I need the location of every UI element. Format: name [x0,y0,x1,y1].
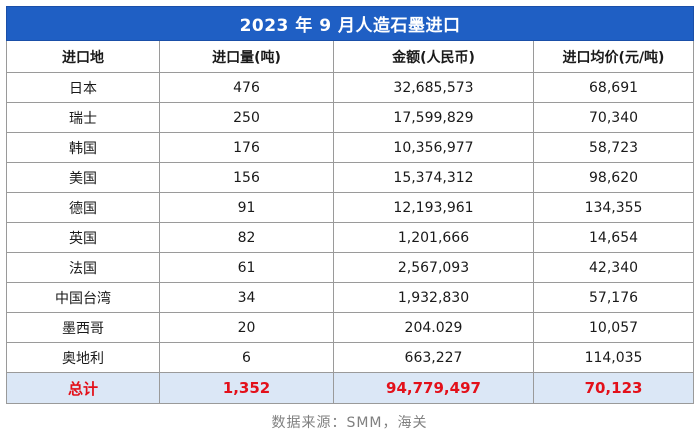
table-row: 韩国 176 10,356,977 58,723 [6,132,695,163]
cell-amount: 663,227 [333,342,534,373]
total-row: 总计 1,352 94,779,497 70,123 [6,372,695,404]
cell-volume: 91 [159,192,334,223]
cell-amount: 17,599,829 [333,102,534,133]
cell-volume: 250 [159,102,334,133]
cell-amount: 12,193,961 [333,192,534,223]
table-row: 墨西哥 20 204.029 10,057 [6,312,695,343]
cell-amount: 10,356,977 [333,132,534,163]
import-table-container: 2023 年 9 月人造石墨进口 进口地 进口量(吨) 金额(人民币) 进口均价… [5,6,695,404]
header-volume: 进口量(吨) [159,40,334,73]
cell-volume: 82 [159,222,334,253]
cell-amount: 1,201,666 [333,222,534,253]
header-amount: 金额(人民币) [333,40,534,73]
cell-avg-price: 98,620 [532,162,695,193]
table-row: 美国 156 15,374,312 98,620 [6,162,695,193]
cell-avg-price: 14,654 [532,222,695,253]
table-row: 日本 476 32,685,573 68,691 [6,72,695,103]
cell-origin: 墨西哥 [6,312,160,343]
cell-origin: 日本 [6,72,160,103]
cell-avg-price: 68,691 [532,72,695,103]
cell-origin: 瑞士 [6,102,160,133]
cell-avg-price: 57,176 [532,282,695,313]
table-row: 奥地利 6 663,227 114,035 [6,342,695,373]
total-avg-price: 70,123 [532,372,695,404]
header-row: 进口地 进口量(吨) 金额(人民币) 进口均价(元/吨) [6,40,695,73]
table-row: 法国 61 2,567,093 42,340 [6,252,695,283]
cell-origin: 美国 [6,162,160,193]
total-amount: 94,779,497 [333,372,534,404]
cell-origin: 法国 [6,252,160,283]
table-row: 中国台湾 34 1,932,830 57,176 [6,282,695,313]
cell-avg-price: 134,355 [532,192,695,223]
cell-volume: 156 [159,162,334,193]
cell-amount: 2,567,093 [333,252,534,283]
cell-amount: 32,685,573 [333,72,534,103]
total-label: 总计 [6,372,160,404]
table-row: 德国 91 12,193,961 134,355 [6,192,695,223]
source-note: 数据来源：SMM，海关 [271,415,428,431]
table-title: 2023 年 9 月人造石墨进口 [5,6,695,41]
cell-volume: 61 [159,252,334,283]
table-row: 英国 82 1,201,666 14,654 [6,222,695,253]
cell-origin: 英国 [6,222,160,253]
cell-volume: 176 [159,132,334,163]
cell-volume: 34 [159,282,334,313]
header-avg-price: 进口均价(元/吨) [532,40,695,73]
cell-volume: 6 [159,342,334,373]
cell-origin: 奥地利 [6,342,160,373]
title-row: 2023 年 9 月人造石墨进口 [5,6,695,41]
cell-avg-price: 10,057 [532,312,695,343]
cell-origin: 中国台湾 [6,282,160,313]
table-row: 瑞士 250 17,599,829 70,340 [6,102,695,133]
header-origin: 进口地 [6,40,160,73]
table-body: 日本 476 32,685,573 68,691 瑞士 250 17,599,829 70,3… [6,72,695,404]
cell-origin: 韩国 [6,132,160,163]
cell-avg-price: 58,723 [532,132,695,163]
cell-amount: 204.029 [333,312,534,343]
cell-amount: 1,932,830 [333,282,534,313]
cell-amount: 15,374,312 [333,162,534,193]
cell-origin: 德国 [6,192,160,223]
import-table: 2023 年 9 月人造石墨进口 进口地 进口量(吨) 金额(人民币) 进口均价… [5,6,695,404]
cell-volume: 20 [159,312,334,343]
total-volume: 1,352 [159,372,334,404]
cell-avg-price: 114,035 [532,342,695,373]
cell-avg-price: 70,340 [532,102,695,133]
cell-avg-price: 42,340 [532,252,695,283]
cell-volume: 476 [159,72,334,103]
